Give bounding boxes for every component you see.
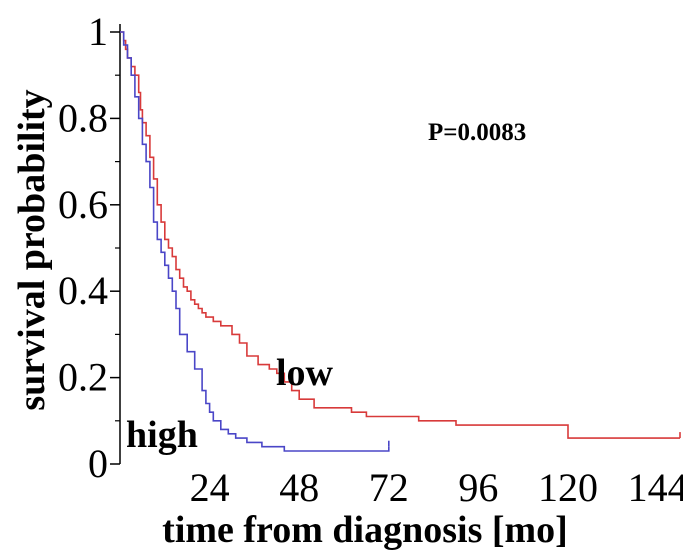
y-tick-label: 0.8 bbox=[58, 95, 108, 140]
series-group bbox=[120, 31, 681, 452]
y-tick-label: 0.2 bbox=[58, 355, 108, 400]
y-tick-label: 0.6 bbox=[58, 182, 108, 227]
x-tick-label: 24 bbox=[190, 465, 230, 510]
y-axis-title: survival probability bbox=[11, 89, 53, 410]
x-tick-label: 144 bbox=[628, 465, 683, 510]
x-tick-label: 120 bbox=[538, 465, 598, 510]
y-tick-label: 0 bbox=[88, 441, 108, 486]
series-label-high: high bbox=[126, 414, 198, 456]
p-value-annotation: P=0.0083 bbox=[428, 119, 526, 146]
y-tick-label: 1 bbox=[88, 9, 108, 54]
x-tick-label: 48 bbox=[279, 465, 319, 510]
x-axis-title: time from diagnosis [mo] bbox=[162, 509, 568, 551]
series-label-low: low bbox=[276, 352, 334, 394]
x-tick-label: 72 bbox=[369, 465, 409, 510]
series-line-high bbox=[120, 31, 390, 452]
y-tick-label: 0.4 bbox=[58, 268, 108, 313]
x-tick-label: 96 bbox=[458, 465, 498, 510]
axes: 0 0.2 0.4 0.6 0.8 1 24 48 72 96 120 144 bbox=[58, 9, 683, 510]
series-line-low bbox=[120, 31, 680, 439]
